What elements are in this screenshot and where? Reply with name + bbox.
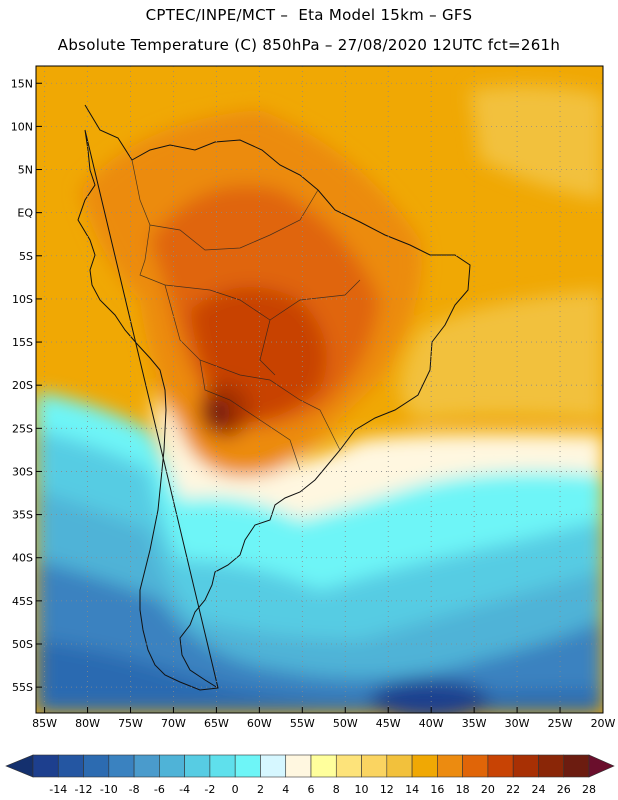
colorbar-label: 0 [232, 783, 239, 796]
colorbar-swatch [462, 754, 489, 778]
lat-label: 30S [12, 465, 33, 478]
lat-label: 50S [12, 638, 33, 651]
lat-label: 5S [19, 250, 33, 263]
lat-label: 25S [12, 422, 33, 435]
colorbar-label: 8 [333, 783, 340, 796]
colorbar-label: -12 [75, 783, 93, 796]
colorbar-swatch [512, 754, 539, 778]
borders [131, 159, 361, 471]
lon-label: 85W [32, 717, 57, 730]
lon-label: 65W [204, 717, 229, 730]
colorbar-label: 12 [380, 783, 394, 796]
colorbar-label: 10 [355, 783, 369, 796]
colorbar-swatch [310, 754, 337, 778]
colorbar-label: -10 [100, 783, 118, 796]
colorbar-swatch [234, 754, 261, 778]
colorbar-label: 6 [308, 783, 315, 796]
colorbar-label: 14 [405, 783, 419, 796]
colorbar-label: -14 [49, 783, 67, 796]
latitude-labels: 15N 10N 5N EQ 5S 10S 15S 20S 25S 30S 35S 40S 45S 50S 5… [11, 77, 42, 694]
lon-label: 40W [419, 717, 444, 730]
lat-label: 15S [12, 336, 33, 349]
lat-label: EQ [17, 207, 33, 220]
map-frame [35, 65, 604, 714]
colorbar-label: 24 [531, 783, 545, 796]
colorbar-label: -6 [154, 783, 165, 796]
lat-label: 35S [12, 509, 33, 522]
colorbar-label: 26 [557, 783, 571, 796]
lat-label: 40S [12, 552, 33, 565]
colorbar-swatch [108, 754, 135, 778]
lon-label: 80W [75, 717, 100, 730]
colorbar-swatch [335, 754, 362, 778]
lat-label: 10N [11, 120, 33, 133]
colorbar-swatch [32, 754, 59, 778]
longitude-labels: 85W 80W 75W 70W 65W 60W 55W 50W 45W 40W 35W 30W 25W 2… [32, 707, 616, 730]
lon-label: 50W [333, 717, 358, 730]
colorbar-swatch [57, 754, 84, 778]
lat-label: 15N [11, 77, 33, 90]
title-field: Absolute Temperature (C) 850hPa – 27/08/… [57, 36, 561, 54]
temperature-map: 15N 10N 5N EQ 5S 10S 15S 20S 25S 30S 35S 40S 45S 50S 5… [11, 65, 616, 730]
colorbar-label: -4 [179, 783, 190, 796]
colorbar-swatch [411, 754, 438, 778]
lon-label: 30W [505, 717, 530, 730]
colorbar-underflow-arrow [5, 754, 34, 778]
lat-label: 55S [12, 681, 33, 694]
colorbar-label: 20 [481, 783, 495, 796]
colorbar-label: 4 [282, 783, 289, 796]
colorbar-swatch [285, 754, 312, 778]
colorbar-label: 18 [456, 783, 470, 796]
lon-label: 45W [376, 717, 401, 730]
lat-label: 10S [12, 293, 33, 306]
lat-label: 5N [18, 164, 33, 177]
colorbar: -14 -12 -10 -8 -6 -4 -2 0 2 4 6 8 10 12 14 16 18 20 22 24 26… [5, 754, 615, 796]
colorbar-swatch [437, 754, 463, 778]
colorbar-label: -2 [204, 783, 215, 796]
colorbar-swatch [386, 754, 413, 778]
colorbar-label: 2 [257, 783, 264, 796]
colorbar-swatch [487, 754, 514, 778]
colorbar-swatch [563, 754, 590, 778]
lon-label: 70W [161, 717, 186, 730]
colorbar-label: 16 [430, 783, 444, 796]
lon-label: 75W [118, 717, 143, 730]
lon-label: 60W [247, 717, 272, 730]
coastlines [77, 104, 471, 691]
lon-label: 35W [462, 717, 487, 730]
colorbar-swatch [159, 754, 185, 778]
temperature-field [36, 66, 603, 713]
colorbar-swatch [83, 754, 110, 778]
lat-label: 45S [12, 595, 33, 608]
colorbar-label: 22 [506, 783, 520, 796]
colorbar-swatch [361, 754, 388, 778]
colorbar-label: -8 [129, 783, 140, 796]
colorbar-swatch [538, 754, 565, 778]
lon-label: 25W [548, 717, 573, 730]
colorbar-overflow-arrow [588, 754, 615, 778]
colorbar-swatch [260, 754, 287, 778]
title-model: CPTEC/INPE/MCT – Eta Model 15km – GFS [145, 6, 473, 24]
colorbar-swatch [133, 754, 160, 778]
colorbar-swatch [184, 754, 211, 778]
lon-label: 20W [591, 717, 616, 730]
lat-label: 20S [12, 379, 33, 392]
lon-label: 55W [290, 717, 315, 730]
colorbar-label: 28 [582, 783, 596, 796]
colorbar-swatch [209, 754, 236, 778]
